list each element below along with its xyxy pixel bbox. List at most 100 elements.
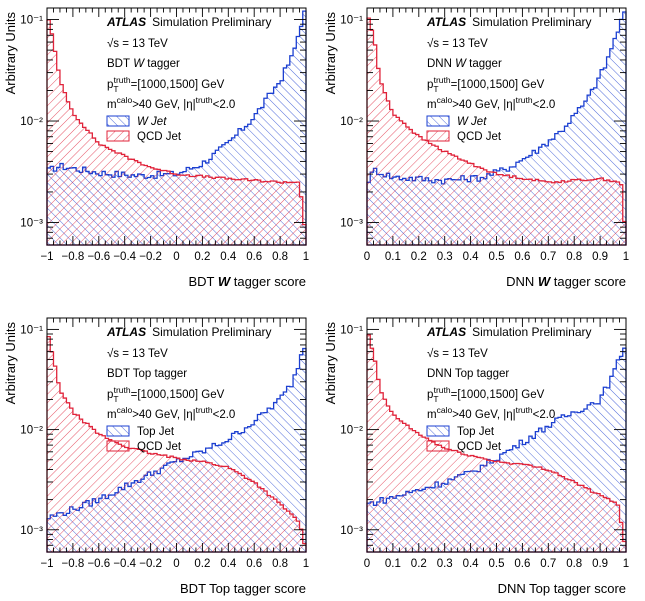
x-tick-label: 0.6 — [514, 558, 530, 570]
legend-swatch-signal — [106, 115, 130, 127]
x-tick-label: 0.9 — [592, 558, 608, 570]
panel-4: 0 0.1 0.2 0.3 0.4 0.5 0.6 0.7 0.8 0.9 1 10⁻³ 10⁻² 10⁻… — [323, 317, 629, 596]
x-tick-label: 0.5 — [489, 558, 505, 570]
x-tick-label: −0.8 — [62, 558, 85, 570]
x-tick-label: 0.6 — [246, 558, 262, 570]
legend-swatch-signal — [106, 425, 130, 437]
x-tick-label: −0.8 — [62, 251, 85, 263]
y-tick-label: 10⁻² — [20, 425, 43, 437]
series-outline-background — [366, 334, 627, 553]
y-axis-title: Arbitrary Units — [3, 322, 18, 405]
x-tick-label: 0 — [364, 251, 370, 263]
series-fill-background — [47, 336, 306, 552]
mass-eta-cut-label: mcalo>40 GeV, |η|truth<2.0 — [427, 405, 555, 421]
y-tick-label: 10⁻¹ — [340, 15, 363, 27]
panel-3: −1 −0.8 −0.6 −0.4 −0.2 0 0.2 0.4 0.6 0.8 1 10⁻³ 10⁻²… — [3, 317, 309, 596]
panel-1: −1 −0.8 −0.6 −0.4 −0.2 0 0.2 0.4 0.6 0.8 1 10⁻³ 10⁻²… — [3, 7, 309, 289]
x-tick-label: −1 — [40, 251, 53, 263]
x-tick-label: 0.3 — [437, 558, 453, 570]
x-tick-label: 0.1 — [385, 558, 401, 570]
x-tick-label: 0.6 — [246, 251, 262, 263]
x-tick-label: 0.4 — [220, 251, 237, 263]
y-axis-title: Arbitrary Units — [323, 322, 338, 405]
pt-range-label: pTtruth=[1000,1500] GeV — [427, 75, 545, 94]
legend-label-signal: W Jet — [457, 116, 487, 128]
y-tick-label: 10⁻² — [20, 116, 43, 128]
tagger-name: DNN W tagger — [427, 58, 502, 70]
x-tick-label: 0.4 — [463, 558, 480, 570]
legend-swatch-signal — [426, 425, 450, 437]
x-tick-label: 1 — [623, 558, 629, 570]
atlas-label: ATLAS Simulation Preliminary — [106, 15, 271, 29]
x-tick-label: 0.9 — [592, 251, 608, 263]
y-tick-label: 10⁻² — [340, 425, 363, 437]
x-tick-label: −0.6 — [87, 558, 110, 570]
pt-range-label: pTtruth=[1000,1500] GeV — [107, 75, 225, 94]
y-tick-label: 10⁻³ — [340, 525, 363, 537]
x-tick-label: 1 — [623, 251, 629, 263]
x-tick-label: −1 — [40, 558, 53, 570]
legend-swatch-background — [106, 440, 130, 452]
x-tick-label: 0.3 — [437, 251, 453, 263]
x-tick-label: 0.8 — [566, 251, 582, 263]
tagger-name: BDT Top tagger — [107, 368, 187, 380]
x-tick-label: 0 — [173, 558, 179, 570]
mass-eta-cut-label: mcalo>40 GeV, |η|truth<2.0 — [107, 405, 235, 421]
y-axis-title: Arbitrary Units — [3, 12, 18, 95]
y-tick-label: 10⁻¹ — [20, 324, 43, 336]
x-tick-label: −0.2 — [139, 558, 162, 570]
tagger-name: BDT W tagger — [107, 58, 180, 70]
x-tick-label: 1 — [303, 251, 309, 263]
legend-label-signal: W Jet — [137, 116, 167, 128]
y-tick-label: 10⁻³ — [20, 525, 43, 537]
x-tick-label: 0.4 — [220, 558, 237, 570]
x-tick-label: −0.4 — [113, 558, 136, 570]
y-tick-label: 10⁻¹ — [20, 15, 43, 27]
legend-label-background: QCD Jet — [137, 441, 182, 453]
legend-label-background: QCD Jet — [457, 441, 502, 453]
atlas-label: ATLAS Simulation Preliminary — [426, 325, 591, 339]
x-tick-label: 0.7 — [540, 558, 556, 570]
x-tick-label: 0.2 — [194, 251, 210, 263]
pt-range-label: pTtruth=[1000,1500] GeV — [107, 385, 225, 404]
series-outline-background — [46, 336, 307, 553]
legend-swatch-background — [106, 130, 130, 142]
series-fill-background — [367, 334, 626, 552]
tagger-name: DNN Top tagger — [427, 368, 509, 380]
legend-swatch-background — [426, 440, 450, 452]
x-axis-title: DNN Top tagger score — [498, 581, 626, 596]
series-fill-background — [47, 19, 306, 246]
x-tick-label: 1 — [303, 558, 309, 570]
x-tick-label: −0.2 — [139, 251, 162, 263]
x-axis-title: DNN W tagger score — [506, 274, 626, 289]
x-axis-title: BDT W tagger score — [188, 274, 306, 289]
y-axis-title: Arbitrary Units — [323, 12, 338, 95]
x-tick-label: 0.8 — [566, 558, 582, 570]
y-tick-label: 10⁻¹ — [340, 324, 363, 336]
legend-swatch-background — [426, 130, 450, 142]
energy-label: √s = 13 TeV — [427, 347, 488, 360]
energy-label: √s = 13 TeV — [107, 347, 168, 360]
series-outline-background — [366, 17, 627, 246]
energy-label: √s = 13 TeV — [107, 37, 168, 50]
x-tick-label: 0.7 — [540, 251, 556, 263]
legend-label-background: QCD Jet — [457, 131, 502, 143]
mass-eta-cut-label: mcalo>40 GeV, |η|truth<2.0 — [427, 95, 555, 111]
x-tick-label: 0.8 — [272, 558, 288, 570]
series-fill-background — [367, 18, 626, 245]
legend-swatch-signal — [426, 115, 450, 127]
x-tick-label: −0.4 — [113, 251, 136, 263]
x-axis-title: BDT Top tagger score — [180, 581, 306, 596]
x-tick-label: 0.4 — [463, 251, 480, 263]
legend-label-background: QCD Jet — [137, 131, 182, 143]
x-tick-label: 0 — [364, 558, 370, 570]
x-tick-label: 0.5 — [489, 251, 505, 263]
y-tick-label: 10⁻³ — [20, 217, 43, 229]
mass-eta-cut-label: mcalo>40 GeV, |η|truth<2.0 — [107, 95, 235, 111]
x-tick-label: 0.8 — [272, 251, 288, 263]
atlas-label: ATLAS Simulation Preliminary — [106, 325, 271, 339]
y-tick-label: 10⁻² — [340, 116, 363, 128]
x-tick-label: 0.2 — [411, 251, 427, 263]
legend-label-signal: Top Jet — [137, 426, 175, 438]
